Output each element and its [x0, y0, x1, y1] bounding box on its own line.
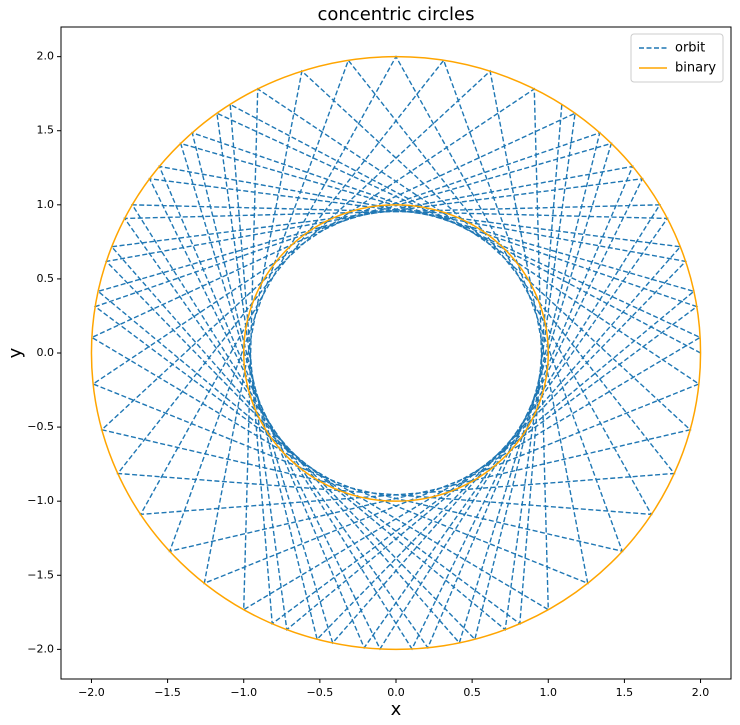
- y-tick-label: 1.5: [37, 124, 55, 137]
- orbit-line: [90, 55, 702, 651]
- plot-frame: [60, 26, 732, 680]
- x-tick-label: −1.0: [230, 686, 257, 699]
- y-tick-label: −1.0: [27, 494, 54, 507]
- y-tick-label: −0.5: [27, 420, 54, 433]
- x-tick-label: 1.0: [540, 686, 558, 699]
- y-tick-label: −2.0: [27, 642, 54, 655]
- legend-label: binary: [675, 61, 716, 76]
- x-tick-label: −1.5: [154, 686, 181, 699]
- y-tick-label: 0.5: [37, 272, 55, 285]
- y-tick-label: 2.0: [37, 50, 55, 63]
- plot-area: [90, 55, 702, 651]
- x-tick-label: 1.5: [616, 686, 634, 699]
- x-axis-label: x: [391, 699, 402, 720]
- legend-label: orbit: [675, 41, 705, 56]
- y-tick-label: −1.5: [27, 568, 54, 581]
- y-tick-label: 0.0: [37, 346, 55, 359]
- x-tick-label: −2.0: [78, 686, 105, 699]
- x-tick-label: −0.5: [307, 686, 334, 699]
- chart-title: concentric circles: [317, 4, 474, 25]
- circle-line: [90, 55, 702, 651]
- x-tick-label: 0.5: [463, 686, 481, 699]
- x-tick-label: 0.0: [387, 686, 405, 699]
- y-axis-label: y: [5, 347, 26, 358]
- x-tick-label: 2.0: [692, 686, 710, 699]
- circle-line: [242, 204, 550, 502]
- legend-box: [630, 33, 724, 83]
- y-tick-label: 1.0: [37, 198, 55, 211]
